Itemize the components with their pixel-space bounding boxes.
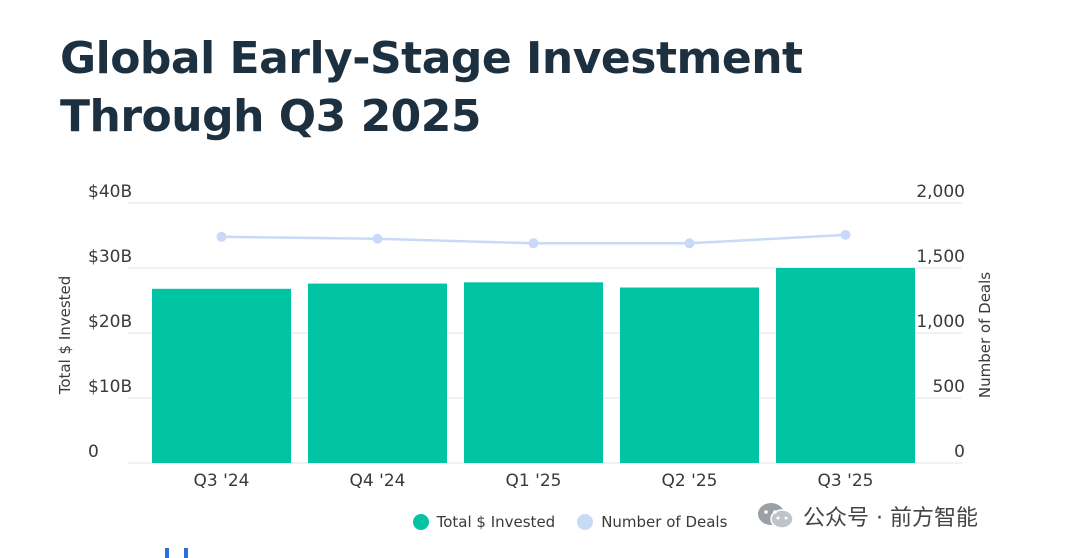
right-tick-label: 500: [933, 377, 965, 397]
right-axis-ticks: 0 500 1,000 1,500 2,000: [916, 182, 965, 462]
right-tick-label: 0: [954, 442, 965, 462]
left-axis-ticks: 0 $10B $20B $30B $40B: [88, 182, 132, 462]
line-series: [216, 229, 851, 249]
deals-point: [840, 229, 851, 240]
right-tick-label: 2,000: [916, 182, 965, 202]
x-tick-label: Q3 '25: [818, 471, 874, 491]
right-axis-label: Number of Deals: [976, 272, 994, 398]
deals-point: [528, 238, 539, 249]
bar: [308, 283, 447, 463]
legend-swatch-deals: [577, 514, 594, 530]
chart-legend: Total $ Invested Number of Deals: [0, 513, 1080, 531]
deals-point: [684, 238, 695, 249]
bar: [620, 287, 759, 463]
left-tick-label: $40B: [88, 182, 132, 202]
x-tick-label: Q2 '25: [662, 471, 718, 491]
bar: [152, 288, 291, 463]
deals-point: [372, 233, 383, 244]
x-tick-label: Q3 '24: [194, 471, 250, 491]
bar: [776, 268, 915, 463]
left-axis-label: Total $ Invested: [56, 276, 74, 396]
legend-label-invested: Total $ Invested: [436, 513, 556, 531]
chart-title-line1: Global Early-Stage Investment: [60, 33, 803, 84]
left-tick-label: $20B: [88, 312, 132, 332]
bar-series: [152, 268, 915, 463]
legend-item-invested: Total $ Invested: [353, 513, 556, 531]
watermark: 公众号 · 前方智能: [757, 500, 978, 532]
deals-point: [216, 231, 227, 242]
legend-item-deals: Number of Deals: [577, 513, 727, 531]
left-tick-label: 0: [88, 442, 99, 462]
x-tick-label: Q1 '25: [506, 471, 562, 491]
legend-label-deals: Number of Deals: [601, 513, 728, 531]
left-tick-label: $10B: [88, 377, 132, 397]
partial-logo-mark: [165, 548, 188, 558]
right-tick-label: 1,000: [916, 312, 965, 332]
bar: [464, 282, 603, 463]
left-tick-label: $30B: [88, 247, 132, 267]
chart-title: Global Early-Stage Investment Through Q3…: [60, 30, 803, 146]
x-axis-ticks: Q3 '24 Q4 '24 Q1 '25 Q2 '25 Q3 '25: [194, 471, 874, 491]
wechat-icon: [758, 503, 794, 529]
legend-swatch-invested: [412, 514, 429, 530]
chart-title-line2: Through Q3 2025: [60, 91, 482, 142]
x-tick-label: Q4 '24: [350, 471, 406, 491]
watermark-text: 公众号 · 前方智能: [803, 506, 978, 531]
right-tick-label: 1,500: [916, 247, 965, 267]
